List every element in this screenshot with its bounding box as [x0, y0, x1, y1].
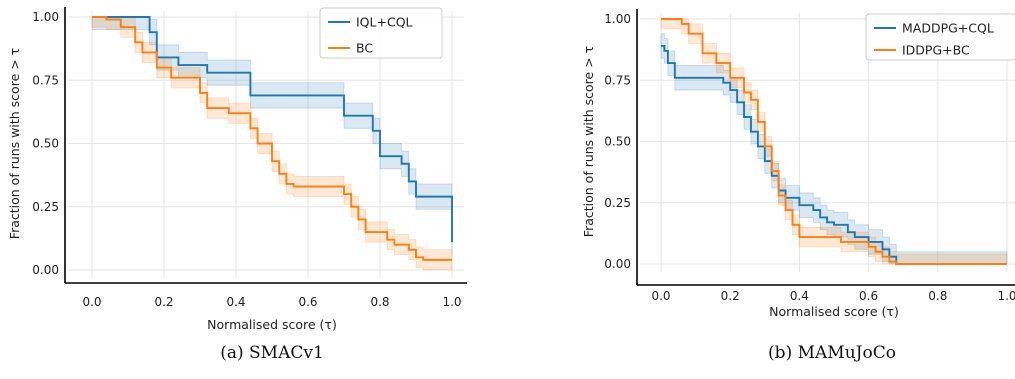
series-band-0: [91, 16, 453, 255]
caption-mamujoco: (b) MAMuJoCo: [768, 343, 896, 363]
legend-label-0: IQL+CQL: [356, 15, 413, 30]
y-tick-label: 0.00: [604, 257, 631, 271]
x-tick-label: 1.0: [442, 295, 461, 309]
y-axis-label: Fraction of runs with score > τ: [7, 48, 22, 239]
y-tick-label: 0.75: [32, 73, 59, 87]
series-line-1: [92, 16, 452, 261]
series-band-1: [660, 18, 1008, 265]
x-tick-label: 0.0: [82, 295, 101, 309]
series-line-1: [661, 18, 1007, 265]
y-tick-label: 0.25: [32, 200, 59, 214]
y-tick-label: 1.00: [604, 12, 631, 26]
x-tick-label: 0.6: [859, 289, 878, 303]
x-tick-label: 0.4: [790, 289, 809, 303]
legend-label-1: BC: [356, 41, 373, 56]
y-tick-label: 0.50: [32, 137, 59, 151]
x-tick-label: 0.2: [721, 289, 740, 303]
y-tick-label: 0.75: [604, 73, 631, 87]
chart-panel-smacv1: 0.0 0.2 0.4 0.6 0.8 1.0 0.00 0.25 0.50 0.75 1.00 No…: [7, 7, 467, 332]
x-axis-label: Normalised score (τ): [769, 304, 899, 319]
y-tick-label: 0.00: [32, 263, 59, 277]
y-tick-label: 1.00: [32, 10, 59, 24]
x-tick-label: 0.4: [226, 295, 245, 309]
y-tick-label: 0.25: [604, 196, 631, 210]
x-tick-label: 0.2: [154, 295, 173, 309]
legend-box: [319, 7, 443, 59]
x-tick-label: 0.0: [651, 289, 670, 303]
x-tick-label: 0.8: [370, 295, 389, 309]
y-tick-label: 0.50: [604, 135, 631, 149]
x-axis-label: Normalised score (τ): [207, 317, 337, 332]
caption-smacv1: (a) SMACv1: [220, 343, 324, 363]
x-tick-label: 1.0: [997, 289, 1015, 303]
chart-panel-mamujoco: 0.0 0.2 0.4 0.6 0.8 1.0 0.00 0.25 0.50 0.75 1.00 No…: [581, 9, 1015, 319]
legend-label-1: IDDPG+BC: [902, 43, 970, 58]
y-axis-label: Fraction of runs with score > τ: [581, 46, 596, 237]
legend-label-0: MADDPG+CQL: [902, 21, 994, 36]
series-line-0: [92, 16, 453, 243]
x-tick-label: 0.8: [928, 289, 947, 303]
legend-box: [865, 13, 1015, 61]
x-tick-label: 0.6: [298, 295, 317, 309]
